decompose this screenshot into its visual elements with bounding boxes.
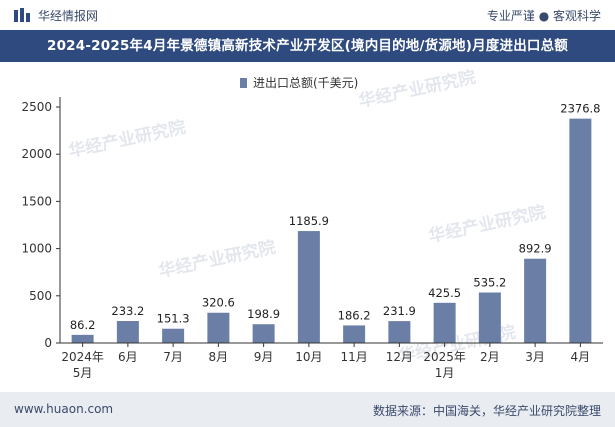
top-bar: 华经情报网 专业严谨 ● 客观科学 (0, 0, 615, 30)
bar (524, 258, 547, 343)
y-tick-label: 2500 (21, 100, 52, 114)
y-tick-label: 0 (44, 336, 52, 350)
x-tick-label: 2月 (480, 350, 500, 364)
chart-title: 2024-2025年4月年景德镇高新技术产业开发区(境内目的地/货源地)月度进出… (46, 38, 568, 54)
data-label: 1185.9 (289, 214, 329, 228)
bar (162, 328, 185, 343)
brand-name: 华经情报网 (38, 9, 99, 23)
bar (478, 292, 501, 343)
x-tick-label: 9月 (254, 350, 274, 364)
data-label: 320.6 (202, 296, 235, 310)
x-tick-label: 3月 (525, 350, 545, 364)
data-label: 186.2 (338, 308, 371, 322)
x-tick-label: 7月 (163, 350, 183, 364)
x-tick-label: 5月 (73, 366, 93, 380)
watermark-text: 华经产业研究院 (67, 117, 188, 162)
title-bar: 2024-2025年4月年景德镇高新技术产业开发区(境内目的地/货源地)月度进出… (0, 30, 615, 62)
bar (388, 321, 411, 343)
bar (569, 118, 592, 343)
x-tick-label: 1月 (435, 366, 455, 380)
data-label: 535.2 (473, 275, 506, 289)
watermark: 华经产业研究院 (427, 202, 548, 247)
data-label: 892.9 (519, 242, 552, 256)
data-label: 231.9 (383, 304, 416, 318)
y-tick-label: 2000 (21, 147, 52, 161)
bar (252, 324, 275, 343)
slogan: 专业严谨 ● 客观科学 (486, 9, 601, 23)
bar (343, 325, 366, 343)
y-tick-label: 500 (29, 289, 52, 303)
watermark-text: 华经产业研究院 (357, 67, 478, 112)
bar (116, 320, 139, 343)
x-tick-label: 2025年 (423, 350, 466, 364)
x-tick-label: 11月 (340, 350, 367, 364)
legend-swatch (240, 78, 247, 88)
bar (297, 231, 320, 343)
site-url: www.huaon.com (14, 402, 114, 416)
data-label: 425.5 (428, 286, 461, 300)
data-label: 233.2 (111, 304, 144, 318)
bar (433, 302, 456, 343)
watermark: 华经产业研究院 (157, 237, 278, 282)
watermark-text: 华经产业研究院 (157, 237, 278, 282)
bar (71, 334, 94, 343)
x-axis: 2024年 5月 6月 7月 8月 9月 10月 11月 12月 2025年 1月 2月 3月 4月 (60, 342, 603, 380)
footer: www.huaon.com 数据来源：中国海关，华经产业研究院整理 (0, 392, 615, 427)
x-tick-label: 12月 (386, 350, 413, 364)
data-label: 198.9 (247, 307, 280, 321)
y-axis: 0 500 1000 1500 2000 2500 (21, 97, 61, 350)
data-label: 151.3 (157, 312, 190, 326)
logo-icon (14, 8, 30, 22)
watermark: 华经产业研究院 (67, 117, 188, 162)
x-tick-label: 4月 (571, 350, 591, 364)
y-tick-label: 1500 (21, 194, 52, 208)
data-label: 86.2 (70, 318, 96, 332)
x-tick-label: 10月 (295, 350, 322, 364)
data-label: 2376.8 (560, 102, 600, 116)
watermark: 华经产业研究院 (357, 67, 478, 112)
data-labels: 86.2 233.2 151.3 320.6 198.9 1185.9 186.2 231.9… (70, 102, 601, 332)
data-source: 数据来源：中国海关，华经产业研究院整理 (372, 404, 601, 418)
x-tick-label: 6月 (118, 350, 138, 364)
bars (71, 118, 592, 343)
bar (207, 312, 230, 343)
legend: 进出口总额(千美元) (240, 76, 358, 90)
x-tick-label: 2024年 (61, 350, 104, 364)
y-tick-label: 1000 (21, 242, 52, 256)
watermark-text: 华经产业研究院 (427, 202, 548, 247)
x-tick-label: 8月 (209, 350, 229, 364)
legend-label: 进出口总额(千美元) (253, 76, 358, 90)
